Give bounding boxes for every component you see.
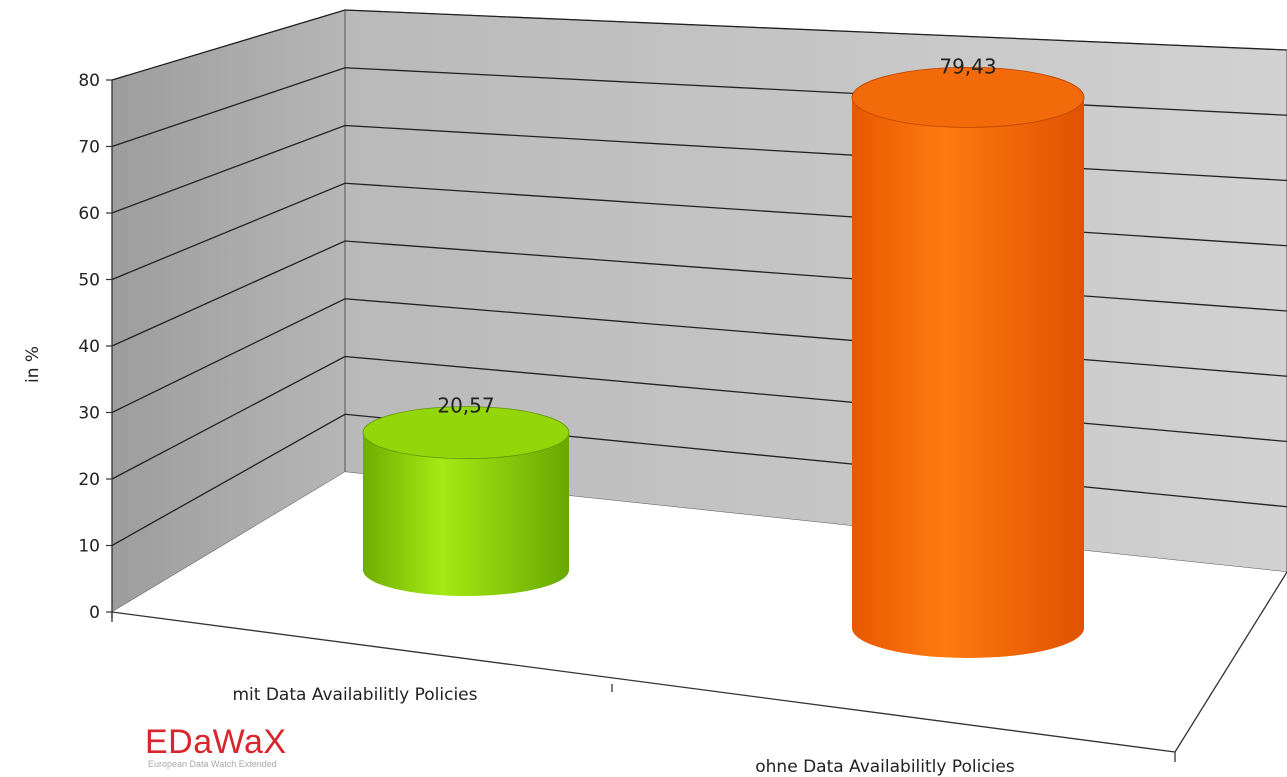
category-label-mit: mit Data Availabilitly Policies	[232, 685, 477, 705]
y-tick-label: 40	[78, 337, 100, 357]
bars	[362, 67, 1085, 659]
y-tick-label: 80	[78, 71, 100, 91]
y-tick-label: 20	[78, 470, 100, 490]
category-label-ohne: ohne Data Availabilitly Policies	[755, 757, 1015, 777]
x-axis-line	[111, 611, 1176, 753]
y-tick-label: 70	[78, 138, 100, 158]
y-tick-label: 30	[78, 404, 100, 424]
axes	[111, 80, 1287, 762]
bar-mit-body	[363, 432, 569, 596]
y-tick-label: 60	[78, 204, 100, 224]
edawax-logo: EDaWaX European Data Watch Extended	[145, 725, 287, 769]
floor-right-edge	[1174, 571, 1287, 753]
y-tick-label: 50	[78, 271, 100, 291]
y-tick-label: 10	[78, 537, 100, 557]
bar-ohne	[851, 67, 1085, 659]
gridline	[111, 9, 1287, 81]
y-tick-labels: 0 10 20 30 40 50 60 70 80	[78, 71, 112, 623]
y-tick-label: 0	[89, 603, 100, 623]
chart-walls	[111, 9, 1287, 752]
y-axis-label: in %	[23, 346, 43, 383]
data-label-ohne: 79,43	[939, 54, 996, 78]
bar-mit	[362, 406, 570, 596]
data-labels: 20,57 79,43	[437, 54, 996, 417]
bar-ohne-top	[851, 67, 1085, 128]
bar-mit-top	[362, 406, 570, 459]
logo-subtitle: European Data Watch Extended	[148, 759, 277, 769]
bar-ohne-body	[852, 97, 1084, 659]
data-label-mit: 20,57	[437, 394, 494, 418]
logo-title: EDaWaX	[145, 723, 287, 761]
